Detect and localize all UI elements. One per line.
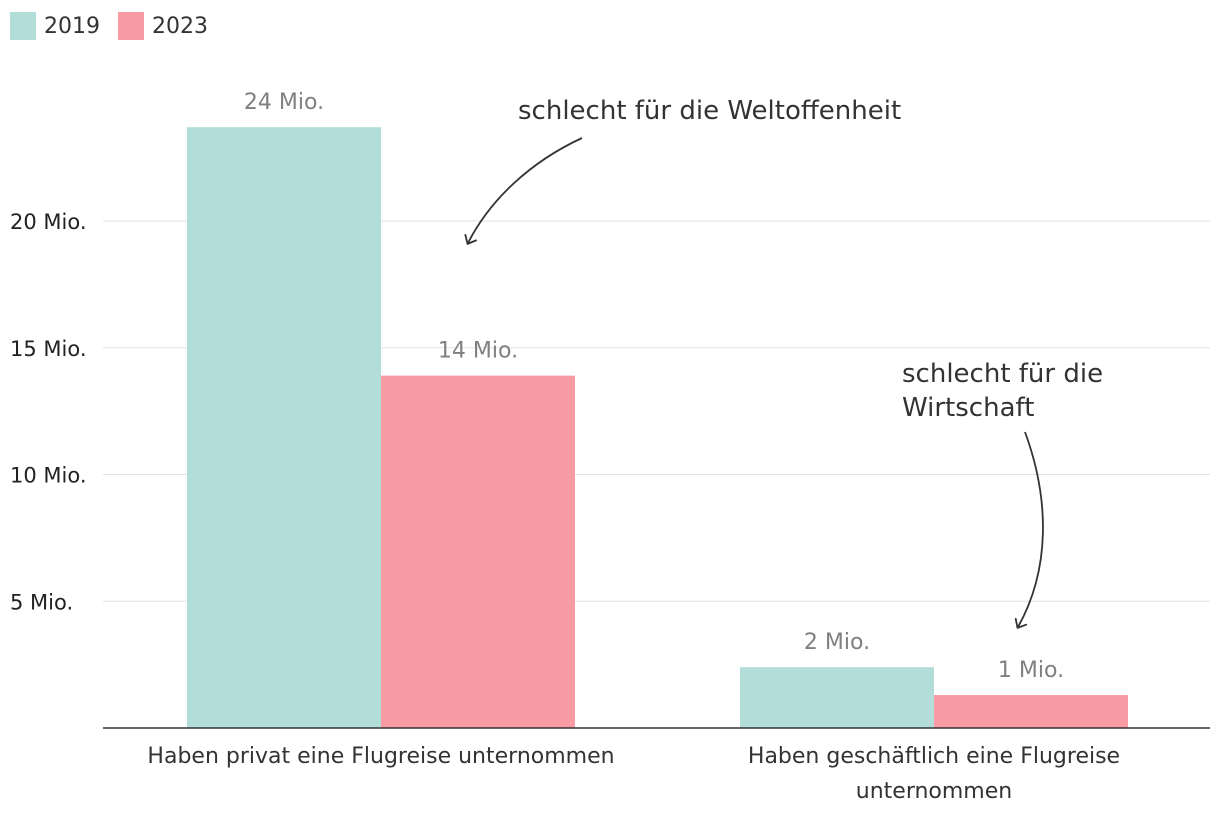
y-tick-label: 20 Mio. — [10, 210, 87, 234]
bar-2019-0 — [187, 127, 381, 728]
legend: 2019 2023 — [10, 12, 226, 40]
annotation-wirtschaft-line-1: schlecht für die — [902, 359, 1103, 389]
legend-item-2023: 2023 — [118, 12, 208, 40]
bar-2023-0 — [381, 375, 575, 728]
data-label: 2 Mio. — [804, 630, 870, 655]
legend-label-2019: 2019 — [44, 13, 100, 39]
y-tick-label: 10 Mio. — [10, 464, 87, 488]
data-label: 24 Mio. — [244, 90, 324, 115]
legend-item-2019: 2019 — [10, 12, 100, 40]
annotation-wirtschaft: schlecht für die Wirtschaft — [902, 359, 1111, 423]
axes: 5 Mio. 10 Mio. 15 Mio. 20 Mio. Haben privat … — [10, 210, 1210, 804]
x-tick-label-line: Haben geschäftlich eine Flugreise — [748, 744, 1120, 769]
x-tick-label: Haben geschäftlich eine Flugreise unterno… — [748, 744, 1120, 804]
annotation-weltoffenheit: schlecht für die Weltoffenheit — [518, 96, 901, 126]
y-tick-label: 5 Mio. — [10, 590, 73, 614]
annotation-weltoffenheit-arrow — [464, 137, 583, 245]
legend-label-2023: 2023 — [152, 13, 208, 39]
bar-2019-1 — [740, 667, 934, 728]
annotation-wirtschaft-line-2: Wirtschaft — [902, 393, 1034, 423]
x-tick-label: Haben privat eine Flugreise unternommen — [147, 744, 614, 769]
data-label: 1 Mio. — [998, 658, 1064, 683]
annotation-weltoffenheit-line: schlecht für die Weltoffenheit — [518, 96, 901, 126]
y-tick-label: 15 Mio. — [10, 337, 87, 361]
bar-2023-1 — [934, 695, 1128, 728]
data-label: 14 Mio. — [438, 339, 518, 364]
legend-swatch-2023 — [118, 12, 144, 40]
bars: 24 Mio. 14 Mio. 2 Mio. 1 Mio. — [187, 90, 1128, 728]
x-tick-label-line: unternommen — [856, 779, 1012, 804]
legend-swatch-2019 — [10, 12, 36, 40]
x-tick-label-line: Haben privat eine Flugreise unternommen — [147, 744, 614, 769]
annotation-wirtschaft-arrow — [1014, 431, 1044, 629]
